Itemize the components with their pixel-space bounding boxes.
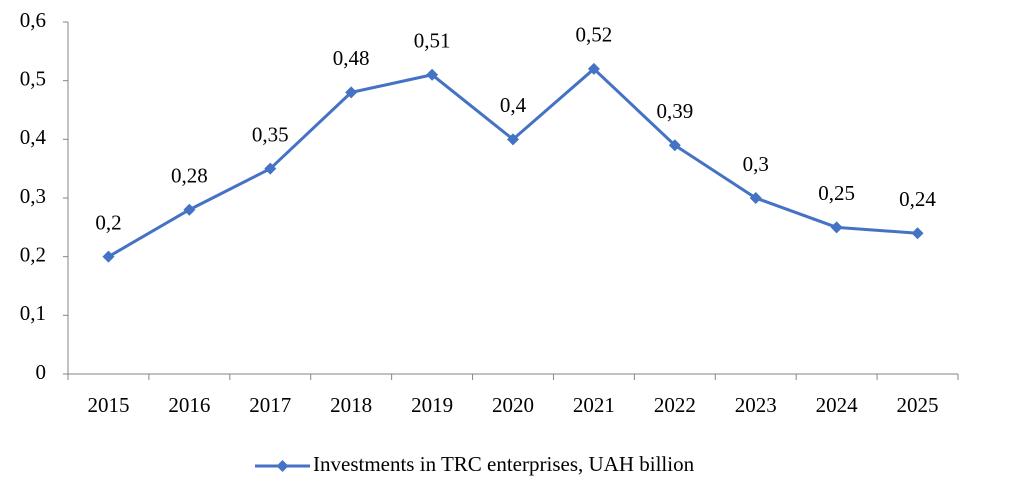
marker (830, 221, 843, 234)
x-tick-label: 2025 (897, 393, 939, 417)
data-label: 0,52 (576, 23, 613, 47)
y-tick-label: 0 (36, 360, 47, 384)
marker (183, 203, 196, 216)
marker (911, 227, 924, 240)
x-tick-label: 2016 (168, 393, 210, 417)
legend-label: Investments in TRC enterprises, UAH bill… (313, 452, 695, 476)
y-tick-label: 0,2 (20, 242, 46, 266)
x-tick-label: 2015 (87, 393, 129, 417)
x-tick-label: 2019 (411, 393, 453, 417)
y-tick-label: 0,3 (20, 184, 46, 208)
x-tick-label: 2024 (816, 393, 859, 417)
data-label: 0,4 (500, 93, 527, 117)
marker (587, 62, 600, 75)
x-tick-label: 2021 (573, 393, 615, 417)
data-label: 0,35 (252, 122, 289, 146)
x-tick-label: 2022 (654, 393, 696, 417)
y-tick-label: 0,5 (20, 66, 46, 90)
marker (426, 68, 439, 81)
data-label: 0,2 (95, 210, 121, 234)
data-label: 0,25 (818, 181, 855, 205)
marker (102, 250, 115, 263)
data-label: 0,48 (333, 46, 370, 70)
legend-marker (276, 460, 289, 472)
data-label: 0,24 (899, 187, 936, 211)
x-tick-label: 2017 (249, 393, 291, 417)
y-tick-label: 0,1 (20, 301, 46, 325)
data-label: 0,39 (656, 99, 693, 123)
data-label: 0,28 (171, 164, 208, 188)
data-label: 0,51 (414, 29, 451, 53)
marker (507, 133, 519, 146)
marker (668, 139, 681, 152)
marker (345, 86, 358, 99)
x-tick-label: 2023 (735, 393, 777, 417)
marker (749, 192, 762, 204)
y-tick-label: 0,6 (20, 8, 46, 32)
data-label: 0,3 (743, 152, 769, 176)
x-tick-label: 2020 (492, 393, 534, 417)
y-tick-label: 0,4 (20, 125, 47, 149)
x-tick-label: 2018 (330, 393, 372, 417)
marker (264, 162, 277, 175)
